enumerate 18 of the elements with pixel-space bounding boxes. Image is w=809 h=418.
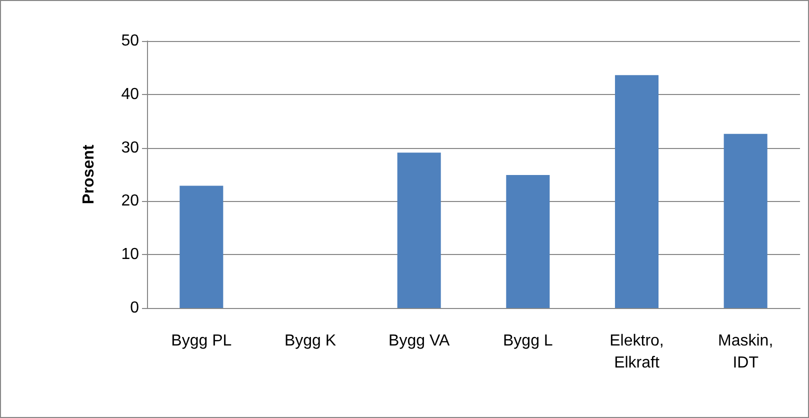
- x-tick-label: Bygg PL: [171, 332, 232, 350]
- bar: [506, 175, 550, 308]
- y-tick-label: 10: [121, 246, 140, 264]
- x-tick-label: Elektro, Elkraft: [610, 332, 664, 372]
- y-tick-label: 40: [121, 86, 140, 103]
- y-tick-label: 50: [121, 32, 140, 50]
- x-tick-label: Bygg VA: [388, 332, 450, 350]
- y-tick-label: 20: [121, 192, 140, 210]
- bar: [397, 152, 441, 308]
- y-tick-label: 30: [121, 139, 140, 156]
- y-axis-title: Prosent: [80, 144, 98, 204]
- y-tick-label: 0: [130, 300, 140, 316]
- x-tick-label: Bygg L: [503, 332, 553, 350]
- bar: [180, 186, 224, 308]
- bar: [614, 75, 659, 308]
- x-tick-label: Bygg K: [284, 332, 336, 350]
- x-tick-label: Maskin, IDT: [718, 332, 774, 372]
- bar: [724, 134, 768, 308]
